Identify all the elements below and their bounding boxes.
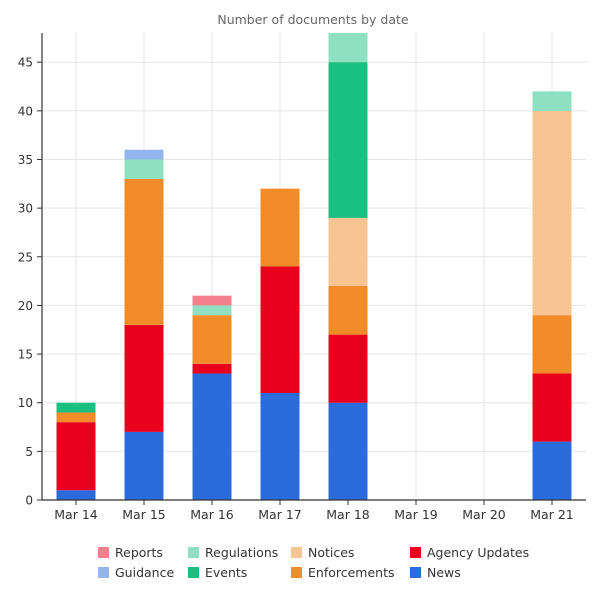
- legend-label: Events: [205, 565, 248, 580]
- bar-segment-events[interactable]: [56, 402, 96, 413]
- legend-label: News: [427, 565, 461, 580]
- y-tick-label: 0: [25, 494, 33, 508]
- bar-segment-agency-updates[interactable]: [124, 324, 164, 432]
- bar-segment-regulations[interactable]: [124, 159, 164, 179]
- x-tick-label: Mar 21: [530, 507, 573, 522]
- bar-segment-agency-updates[interactable]: [56, 422, 96, 491]
- legend-swatch: [291, 567, 302, 578]
- chart-canvas: Number of documents by date 0 5 10 15 20 25 30…: [18, 12, 586, 522]
- bar-segment-regulations[interactable]: [328, 33, 368, 63]
- bar-segment-enforcements[interactable]: [532, 315, 572, 374]
- chart-title: Number of documents by date: [217, 12, 409, 27]
- x-tick-label: Mar 19: [394, 507, 438, 522]
- grid: [42, 33, 586, 501]
- bar-segment-news[interactable]: [260, 392, 300, 500]
- bar-segment-reports[interactable]: [192, 295, 232, 306]
- y-tick-label: 35: [18, 153, 33, 167]
- y-tick-label: 5: [25, 445, 33, 459]
- legend-item-agency-updates[interactable]: Agency Updates: [410, 545, 529, 560]
- bar-segment-agency-updates[interactable]: [328, 334, 368, 403]
- y-tick-label: 15: [18, 348, 33, 362]
- legend-item-regulations[interactable]: Regulations: [188, 545, 278, 560]
- y-tick-label: 30: [18, 202, 33, 216]
- bar-segment-agency-updates[interactable]: [192, 363, 232, 374]
- legend-item-reports[interactable]: Reports: [98, 545, 163, 560]
- legend-swatch: [188, 547, 199, 558]
- bar-segment-news[interactable]: [328, 402, 368, 500]
- bar-segment-news[interactable]: [124, 431, 164, 500]
- bar-segment-events[interactable]: [328, 62, 368, 218]
- bar-segment-enforcements[interactable]: [192, 315, 232, 364]
- bar-segment-news[interactable]: [192, 373, 232, 500]
- bar-segment-enforcements[interactable]: [328, 285, 368, 335]
- legend-swatch: [291, 547, 302, 558]
- bar-segment-guidance[interactable]: [124, 149, 164, 160]
- legend-swatch: [98, 567, 109, 578]
- legend-item-guidance[interactable]: Guidance: [98, 565, 174, 580]
- y-tick-label: 20: [18, 299, 33, 313]
- y-tick-label: 25: [18, 250, 33, 264]
- bar-segment-notices[interactable]: [328, 217, 368, 286]
- y-tick-label: 40: [18, 104, 33, 118]
- bar-segment-enforcements[interactable]: [124, 178, 164, 325]
- x-tick-label: Mar 18: [326, 507, 370, 522]
- y-tick-label: 45: [18, 56, 33, 70]
- bar-segment-agency-updates[interactable]: [260, 266, 300, 393]
- bar-segment-agency-updates[interactable]: [532, 373, 572, 442]
- legend-label: Enforcements: [308, 565, 395, 580]
- legend-swatch: [98, 547, 109, 558]
- x-tick-label: Mar 17: [258, 507, 301, 522]
- legend-item-enforcements[interactable]: Enforcements: [291, 565, 395, 580]
- x-tick-label: Mar 15: [122, 507, 165, 522]
- bar-segment-enforcements[interactable]: [260, 188, 300, 267]
- legend-item-events[interactable]: Events: [188, 565, 247, 580]
- legend-label: Guidance: [115, 565, 175, 580]
- legend-label: Regulations: [205, 545, 279, 560]
- bar-segment-notices[interactable]: [532, 110, 572, 316]
- legend-label: Reports: [115, 545, 163, 560]
- x-tick-label: Mar 20: [462, 507, 506, 522]
- bar-segment-regulations[interactable]: [192, 305, 232, 316]
- legend-label: Agency Updates: [427, 545, 530, 560]
- legend-item-notices[interactable]: Notices: [291, 545, 354, 560]
- legend-swatch: [410, 547, 421, 558]
- y-tick-label: 10: [18, 396, 33, 410]
- x-tick-label: Mar 16: [190, 507, 234, 522]
- bar-segment-regulations[interactable]: [532, 91, 572, 111]
- legend-swatch: [188, 567, 199, 578]
- bar-segment-enforcements[interactable]: [56, 412, 96, 423]
- bars: [56, 33, 572, 500]
- bar-segment-news[interactable]: [532, 441, 572, 500]
- bar-segment-news[interactable]: [56, 490, 96, 500]
- legend-swatch: [410, 567, 421, 578]
- axes: 0 5 10 15 20 25 30 35 40 45 Mar 14 Mar 15 Mar 16 Mar …: [18, 33, 586, 522]
- legend-label: Notices: [308, 545, 355, 560]
- x-tick-label: Mar 14: [54, 507, 98, 522]
- legend-item-news[interactable]: News: [410, 565, 461, 580]
